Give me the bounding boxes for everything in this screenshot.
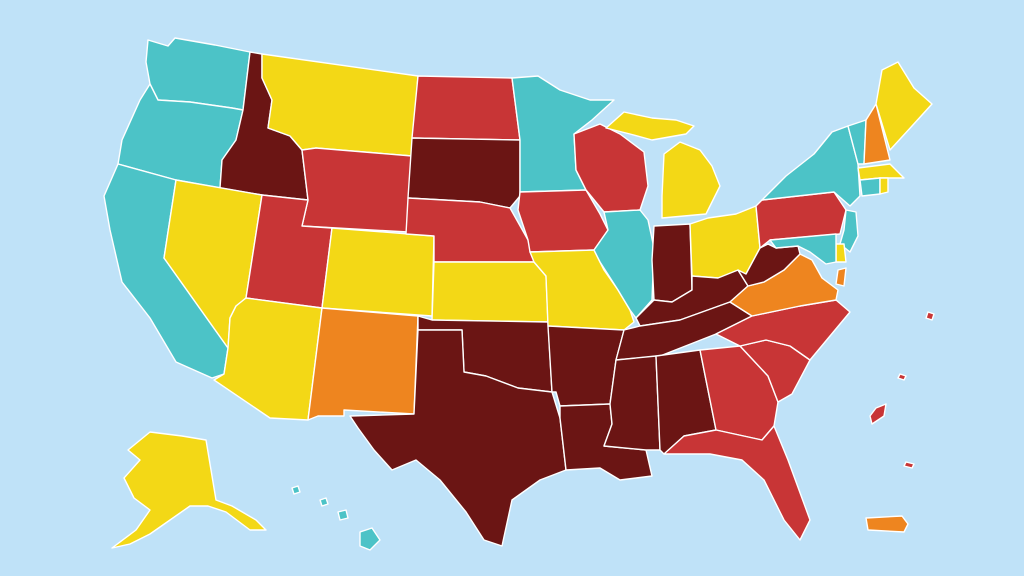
state-mn[interactable]	[511, 75, 615, 193]
state-il[interactable]	[593, 209, 655, 319]
state-nm[interactable]	[307, 307, 419, 421]
territory-vi[interactable]	[869, 311, 935, 469]
state-de[interactable]	[835, 243, 847, 263]
state-wy[interactable]	[301, 147, 413, 233]
state-me[interactable]	[875, 61, 933, 151]
state-wa[interactable]	[145, 37, 251, 111]
state-ma[interactable]	[857, 163, 905, 181]
state-in[interactable]	[651, 223, 693, 303]
state-md[interactable]	[769, 233, 837, 265]
state-sd[interactable]	[407, 137, 521, 209]
state-ak[interactable]	[111, 431, 267, 549]
state-ri[interactable]	[879, 177, 889, 195]
state-fl[interactable]	[663, 425, 811, 541]
state-ct[interactable]	[859, 177, 881, 197]
state-nd[interactable]	[411, 75, 521, 141]
territory-pr[interactable]	[865, 515, 909, 533]
state-ks[interactable]	[431, 261, 549, 323]
state-nh[interactable]	[863, 103, 891, 165]
state-nj[interactable]	[839, 209, 859, 253]
state-dc[interactable]	[835, 267, 847, 287]
state-tx[interactable]	[349, 329, 567, 547]
state-hi[interactable]	[291, 485, 381, 551]
state-co[interactable]	[321, 227, 435, 317]
state-mi[interactable]	[605, 111, 721, 219]
